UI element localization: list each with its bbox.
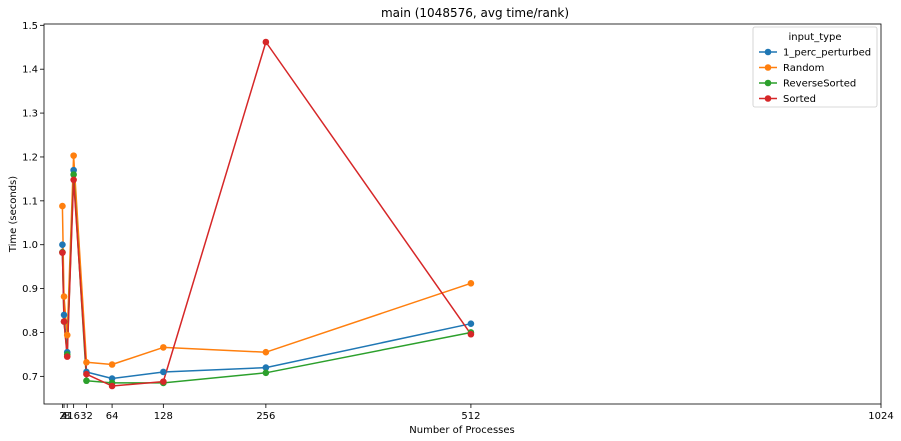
data-point-sorted <box>467 330 475 338</box>
series-line-random <box>61 154 472 366</box>
data-point-1_perc_perturbed <box>262 364 270 371</box>
data-point-reversesorted <box>262 369 270 377</box>
chart-title: main (1048576, avg time/rank) <box>381 6 569 20</box>
x-tick-label: 512 <box>461 411 480 422</box>
legend-entry-label: Random <box>783 63 824 74</box>
plot-frame <box>43 23 882 405</box>
y-tick-label: 0.8 <box>22 328 38 339</box>
legend: input_type 1_perc_perturbed Random Reverse… <box>752 26 878 108</box>
data-point-random <box>59 202 66 210</box>
legend-entry-label: Sorted <box>783 94 816 105</box>
y-tick-label: 1.1 <box>22 196 38 207</box>
data-point-sorted <box>70 176 77 184</box>
legend-marker <box>764 95 772 102</box>
legend-entry-label: ReverseSorted <box>783 79 856 90</box>
data-point-random <box>63 331 71 339</box>
data-point-sorted <box>108 382 116 390</box>
data-point-sorted <box>262 38 270 46</box>
x-tick-label: 32 <box>80 411 93 422</box>
legend-box <box>752 26 878 108</box>
x-tick-label: 2 <box>59 411 65 422</box>
data-point-1_perc_perturbed <box>467 320 475 327</box>
data-point-1_perc_perturbed <box>160 368 167 376</box>
data-point-1_perc_perturbed <box>59 241 66 249</box>
data-point-sorted <box>59 249 66 256</box>
plot-content <box>59 38 475 390</box>
data-point-random <box>160 344 167 351</box>
x-axis-label: Number of Processes <box>409 425 514 436</box>
x-tick-label: 256 <box>256 411 275 422</box>
x-tick-label: 4 <box>61 411 67 422</box>
y-axis: 0.7 0.8 0.9 1.0 1.1 1.2 1.3 1.4 1.5 <box>22 21 44 383</box>
data-point-1_perc_perturbed <box>60 311 68 319</box>
x-tick-label: 1024 <box>868 411 893 422</box>
data-point-random <box>467 280 475 287</box>
legend-marker <box>764 48 772 56</box>
y-tick-label: 0.7 <box>22 372 38 383</box>
x-tick-label: 8 <box>64 411 70 422</box>
data-point-random <box>262 348 270 356</box>
data-point-reversesorted <box>70 171 77 178</box>
y-tick-label: 1.4 <box>22 65 38 76</box>
data-point-sorted <box>83 370 90 378</box>
legend-entry-label: 1_perc_perturbed <box>783 48 871 59</box>
x-tick-label: 128 <box>154 411 173 422</box>
y-tick-label: 1.0 <box>22 240 38 251</box>
data-point-sorted <box>160 378 167 385</box>
legend-marker <box>764 64 772 71</box>
data-point-random <box>70 152 77 159</box>
legend-marker <box>764 79 772 87</box>
x-tick-label: 64 <box>106 411 119 422</box>
y-tick-label: 1.5 <box>22 21 38 32</box>
data-point-random <box>60 293 68 300</box>
legend-title: input_type <box>788 32 841 43</box>
data-point-sorted <box>63 353 71 360</box>
data-point-random <box>108 361 116 368</box>
series-line-1_perc_perturbed <box>61 169 472 380</box>
data-point-sorted <box>60 318 68 325</box>
data-point-reversesorted <box>83 377 90 385</box>
x-tick-label: 16 <box>67 411 80 422</box>
y-tick-label: 1.3 <box>22 109 38 120</box>
y-axis-label: Time (seconds) <box>8 176 19 253</box>
data-point-random <box>83 359 90 366</box>
y-tick-label: 0.9 <box>22 284 38 295</box>
series-line-sorted <box>61 41 472 387</box>
y-tick-label: 1.2 <box>22 152 38 163</box>
